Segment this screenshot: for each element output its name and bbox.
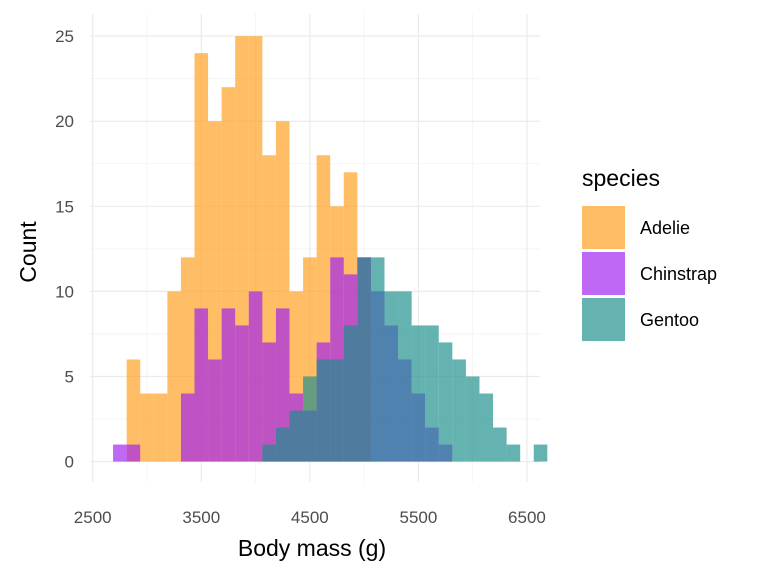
y-ticks: 0 5 10 15 20 25 bbox=[55, 27, 74, 471]
series-gentoo bbox=[262, 257, 548, 462]
legend-swatch-adelie bbox=[582, 206, 625, 249]
bar-gentoo bbox=[479, 393, 494, 462]
x-tick-label: 5500 bbox=[399, 508, 437, 527]
bar-chinstrap bbox=[221, 308, 236, 462]
bar-gentoo bbox=[357, 257, 371, 462]
x-axis-title: Body mass (g) bbox=[238, 535, 386, 561]
bar-chinstrap bbox=[235, 325, 249, 462]
bar-chinstrap bbox=[126, 444, 141, 462]
bar-gentoo bbox=[533, 444, 548, 462]
bar-gentoo bbox=[384, 291, 399, 462]
y-tick-label: 20 bbox=[55, 112, 74, 131]
bar-chinstrap bbox=[113, 444, 127, 462]
bar-gentoo bbox=[452, 359, 466, 462]
bar-gentoo bbox=[398, 291, 412, 462]
bar-adelie bbox=[126, 359, 141, 462]
bar-gentoo bbox=[411, 325, 426, 462]
bar-gentoo bbox=[316, 359, 331, 462]
x-tick-label: 3500 bbox=[182, 508, 220, 527]
x-ticks: 2500 3500 4500 5500 6500 bbox=[74, 508, 546, 527]
bar-adelie bbox=[167, 291, 181, 462]
bars-layer bbox=[113, 36, 548, 462]
x-tick-label: 4500 bbox=[291, 508, 329, 527]
bar-gentoo bbox=[289, 410, 304, 462]
legend-title: species bbox=[582, 165, 660, 191]
legend-label-adelie: Adelie bbox=[640, 218, 690, 238]
legend-label-gentoo: Gentoo bbox=[640, 310, 699, 330]
bar-gentoo bbox=[330, 359, 344, 462]
bar-chinstrap bbox=[262, 342, 276, 462]
bar-gentoo bbox=[343, 325, 358, 462]
y-axis-title: Count bbox=[15, 221, 41, 283]
y-tick-label: 25 bbox=[55, 27, 74, 46]
bar-chinstrap bbox=[208, 359, 222, 462]
bar-gentoo bbox=[425, 325, 439, 462]
bar-gentoo bbox=[438, 342, 453, 462]
y-tick-label: 10 bbox=[55, 282, 74, 301]
legend-swatch-chinstrap bbox=[582, 252, 625, 295]
bar-gentoo bbox=[275, 427, 290, 462]
bar-chinstrap bbox=[194, 308, 209, 462]
bar-adelie bbox=[153, 393, 168, 462]
bar-chinstrap bbox=[248, 291, 263, 462]
y-tick-label: 0 bbox=[65, 453, 74, 472]
legend-label-chinstrap: Chinstrap bbox=[640, 264, 717, 284]
x-tick-label: 2500 bbox=[74, 508, 112, 527]
y-tick-label: 5 bbox=[65, 367, 74, 386]
x-tick-label: 6500 bbox=[508, 508, 546, 527]
bar-gentoo bbox=[493, 427, 507, 462]
bar-gentoo bbox=[370, 257, 385, 462]
bar-gentoo bbox=[506, 444, 521, 462]
bar-gentoo bbox=[303, 376, 317, 462]
y-tick-label: 15 bbox=[55, 197, 74, 216]
legend-swatch-gentoo bbox=[582, 298, 625, 341]
legend: species Adelie Chinstrap Gentoo bbox=[582, 165, 717, 341]
bar-chinstrap bbox=[180, 393, 195, 462]
bar-chinstrap bbox=[275, 308, 290, 462]
bar-gentoo bbox=[465, 376, 480, 462]
bar-gentoo bbox=[262, 444, 276, 462]
bar-adelie bbox=[140, 393, 154, 462]
